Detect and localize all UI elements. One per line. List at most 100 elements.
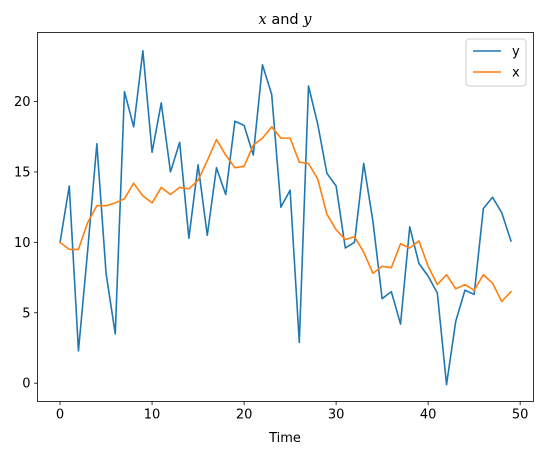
data-point-x-6 — [114, 202, 116, 204]
data-point-y-15 — [197, 164, 199, 166]
data-point-x-3 — [87, 222, 89, 224]
data-point-x-29 — [326, 213, 328, 215]
data-point-y-1 — [68, 185, 70, 187]
data-point-y-2 — [77, 350, 80, 352]
data-point-x-11 — [160, 186, 162, 189]
legend-label-x: x — [512, 66, 520, 81]
data-point-y-17 — [215, 167, 218, 169]
data-point-y-13 — [179, 141, 181, 143]
data-point-y-5 — [105, 272, 107, 274]
data-point-y-30 — [335, 185, 337, 187]
data-point-x-35 — [381, 265, 383, 267]
legend-label-y: y — [512, 45, 520, 60]
data-point-y-4 — [96, 143, 98, 145]
data-point-y-24 — [280, 206, 282, 208]
data-point-x-8 — [133, 182, 135, 184]
data-point-x-19 — [234, 167, 236, 169]
data-point-y-40 — [427, 275, 429, 277]
data-point-x-2 — [77, 248, 80, 250]
plot-area — [58, 50, 513, 386]
x-tick-label-40: 40 — [420, 408, 437, 423]
data-point-x-7 — [123, 198, 126, 200]
data-point-y-18 — [225, 193, 227, 196]
data-point-y-12 — [169, 171, 172, 173]
data-point-y-31 — [344, 247, 346, 249]
data-point-x-30 — [335, 229, 337, 231]
data-point-x-12 — [169, 193, 172, 196]
x-tick-label-30: 30 — [328, 408, 345, 423]
data-point-x-20 — [243, 165, 245, 167]
chart-title-var-x: x — [259, 12, 267, 28]
series-line-x — [58, 126, 513, 303]
data-point-x-17 — [215, 138, 218, 141]
data-point-x-22 — [261, 137, 264, 139]
data-point-x-33 — [363, 251, 365, 253]
data-point-x-43 — [455, 288, 457, 290]
data-point-x-36 — [390, 267, 392, 269]
data-point-y-41 — [436, 292, 438, 294]
plot-frame — [37, 32, 534, 402]
data-point-y-39 — [418, 262, 420, 265]
data-point-y-8 — [133, 126, 135, 128]
x-tick-label-10: 10 — [144, 408, 161, 423]
data-point-x-47 — [491, 282, 494, 284]
data-point-y-25 — [289, 189, 291, 191]
data-point-y-19 — [234, 120, 236, 122]
data-point-y-34 — [372, 220, 374, 222]
x-axis-ticks: 0 10 20 30 40 50 — [56, 401, 528, 423]
data-point-y-21 — [252, 154, 254, 156]
series-line-y — [59, 50, 512, 386]
x-tick-label-20: 20 — [236, 408, 253, 423]
data-point-x-37 — [399, 243, 402, 245]
data-point-y-20 — [243, 124, 245, 127]
chart-title-var-y: y — [302, 12, 312, 28]
data-point-y-36 — [390, 291, 392, 293]
data-point-x-0 — [59, 241, 61, 243]
data-point-x-48 — [501, 300, 503, 303]
data-point-y-33 — [363, 162, 365, 165]
data-point-y-42 — [445, 384, 448, 386]
data-point-y-28 — [317, 123, 319, 125]
data-point-y-27 — [307, 85, 310, 87]
chart-title-mid: and — [267, 12, 304, 28]
data-point-x-4 — [96, 205, 98, 207]
data-point-y-10 — [151, 151, 153, 153]
data-point-x-1 — [68, 248, 70, 250]
data-point-y-14 — [188, 237, 190, 239]
data-point-y-43 — [455, 320, 457, 322]
data-point-x-15 — [197, 179, 199, 181]
legend-entries: yx — [473, 45, 520, 81]
data-point-x-32 — [353, 236, 356, 238]
y-tick-label-20: 20 — [14, 95, 31, 110]
data-point-x-9 — [142, 195, 144, 197]
y-tick-label-5: 5 — [22, 306, 30, 321]
data-point-y-22 — [261, 64, 264, 66]
data-point-x-40 — [427, 265, 429, 267]
data-point-x-34 — [372, 272, 374, 274]
data-point-y-16 — [206, 234, 208, 236]
data-point-y-3 — [87, 250, 89, 252]
data-point-y-29 — [326, 172, 328, 174]
data-point-x-23 — [271, 126, 273, 128]
data-point-y-44 — [464, 289, 466, 291]
data-point-x-44 — [464, 284, 466, 286]
data-point-x-49 — [510, 291, 512, 293]
data-point-x-39 — [418, 240, 420, 242]
data-point-y-9 — [142, 50, 144, 52]
data-point-x-10 — [151, 202, 153, 204]
data-point-x-31 — [344, 238, 346, 241]
data-point-y-48 — [501, 212, 503, 214]
y-axis-ticks: 0 5 10 15 20 — [14, 95, 38, 392]
data-point-y-6 — [114, 333, 116, 335]
y-tick-label-10: 10 — [14, 236, 31, 251]
data-point-y-7 — [123, 91, 126, 93]
data-point-y-47 — [491, 196, 494, 198]
data-point-x-13 — [179, 186, 181, 189]
data-point-x-18 — [225, 154, 227, 156]
y-tick-label-0: 0 — [22, 377, 30, 392]
data-point-x-41 — [436, 284, 438, 286]
data-point-x-16 — [206, 160, 208, 162]
data-point-y-49 — [510, 240, 512, 242]
